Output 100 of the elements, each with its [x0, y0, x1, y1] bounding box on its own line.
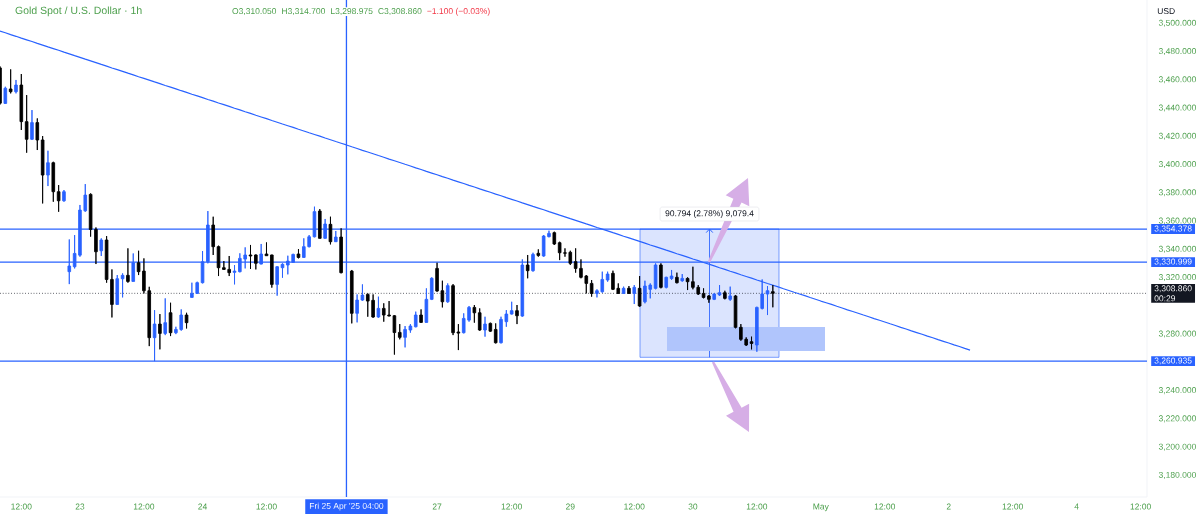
- candlestick: [477, 307, 482, 332]
- candlestick: [765, 285, 770, 316]
- candlestick: [158, 313, 162, 350]
- candlestick: [350, 269, 354, 324]
- y-tick-label: 3,480.000: [1158, 48, 1197, 56]
- ref-line-label: 3,260.935: [1154, 357, 1192, 365]
- candlestick: [664, 276, 669, 289]
- x-tick-label: 27: [432, 503, 442, 510]
- x-tick-label: 12:00: [501, 503, 522, 510]
- x-tick-label: 24: [198, 503, 208, 510]
- y-tick-label: 3,360.000: [1158, 217, 1197, 225]
- candlestick: [35, 117, 40, 151]
- candlestick: [509, 301, 514, 315]
- candlestick: [328, 216, 333, 245]
- band-label: 90.794 (2.78%) 9,079.4: [665, 210, 754, 218]
- candlestick: [605, 271, 610, 283]
- candlestick: [413, 311, 418, 328]
- y-tick-label: 3,180.000: [1158, 471, 1197, 479]
- candlestick: [264, 241, 269, 257]
- ref-line-label: 3,354.378: [1154, 225, 1192, 233]
- x-tick-label: Fri 25 Apr '25 04:00: [309, 502, 384, 511]
- candlestick: [24, 94, 29, 154]
- y-tick-label: 3,340.000: [1158, 245, 1197, 253]
- candlestick: [659, 262, 663, 289]
- x-tick-label: May: [813, 503, 829, 512]
- candlestick: [493, 322, 498, 344]
- y-tick-label: 3,220.000: [1158, 415, 1197, 423]
- x-tick-label: 12:00: [874, 503, 896, 510]
- candlestick: [771, 284, 775, 308]
- candlestick: [8, 68, 13, 94]
- y-tick-label: 3,320.000: [1158, 274, 1197, 282]
- candlestick: [296, 248, 301, 259]
- candlestick: [275, 265, 279, 297]
- x-tick-label: 12:00: [1002, 503, 1023, 510]
- x-tick-label: 12:00: [624, 503, 645, 510]
- candlestick: [488, 322, 493, 333]
- candlestick: [728, 286, 732, 302]
- x-tick-label: 12:00: [256, 503, 277, 510]
- x-tick-label: 12:00: [1130, 503, 1151, 510]
- candlestick: [126, 247, 130, 284]
- candlestick: [429, 276, 434, 301]
- candlestick: [120, 272, 125, 298]
- candlestick: [552, 231, 557, 246]
- candlestick: [339, 227, 343, 274]
- candlestick: [712, 292, 716, 301]
- candlestick: [168, 302, 173, 337]
- x-tick-label: 12:00: [133, 503, 155, 510]
- candlestick: [669, 269, 674, 281]
- candlestick: [3, 86, 8, 105]
- candlestick: [19, 73, 24, 131]
- y-axis-title: USD: [1157, 8, 1175, 15]
- candlestick: [627, 285, 631, 295]
- candlestick: [723, 290, 727, 300]
- annotation: H3,314.700: [282, 8, 326, 16]
- candlestick: [424, 287, 429, 324]
- candlestick: [632, 284, 637, 305]
- candlestick: [445, 282, 450, 304]
- candlestick: [51, 161, 56, 203]
- candlestick: [46, 150, 50, 187]
- candlestick: [318, 208, 322, 240]
- candlestick: [184, 312, 189, 329]
- x-tick-label: 12:00: [746, 503, 768, 510]
- candlestick: [589, 279, 594, 298]
- candlestick: [680, 273, 685, 283]
- x-tick-label: 4: [1074, 503, 1079, 510]
- ref-line-label: 3,330.999: [1154, 258, 1192, 266]
- y-tick-label: 3,460.000: [1158, 76, 1197, 84]
- candlestick: [717, 284, 722, 297]
- candlestick: [56, 184, 61, 213]
- text: 00:29: [1154, 295, 1176, 302]
- annotation: C3,308.860: [378, 8, 422, 16]
- x-tick-label: 29: [566, 503, 575, 510]
- candlestick: [270, 254, 274, 289]
- candlestick: [40, 135, 45, 204]
- candlestick: [515, 304, 519, 325]
- candlestick: [419, 308, 423, 324]
- candlestick: [749, 336, 754, 350]
- y-tick-label: 3,200.000: [1158, 443, 1197, 451]
- candlestick: [254, 253, 258, 270]
- y-tick-label: 3,400.000: [1158, 161, 1197, 169]
- annotation: −1.100 (−0.03%): [427, 7, 490, 16]
- y-tick-label: 3,500.000: [1158, 19, 1197, 27]
- annotation: O3,310.050: [232, 8, 277, 16]
- candlestick: [99, 237, 104, 257]
- candlestick: [62, 189, 66, 203]
- x-tick-label: 23: [75, 503, 85, 510]
- candlestick: [483, 316, 487, 338]
- y-tick-label: 3,280.000: [1158, 330, 1197, 338]
- text: Gold Spot / U.S. Dollar · 1h: [15, 6, 142, 17]
- candlestick: [14, 79, 18, 94]
- ref-line-label: 3,308.860: [1154, 285, 1192, 293]
- candlestick: [232, 264, 237, 285]
- candlestick: [472, 304, 477, 324]
- candlestick: [376, 296, 381, 319]
- annotation: L3,298.975: [331, 8, 373, 16]
- candlestick: [397, 323, 402, 340]
- x-tick-label: 30: [688, 503, 698, 510]
- candlestick: [675, 272, 679, 284]
- y-tick-label: 3,240.000: [1158, 387, 1197, 395]
- candlestick: [211, 216, 215, 256]
